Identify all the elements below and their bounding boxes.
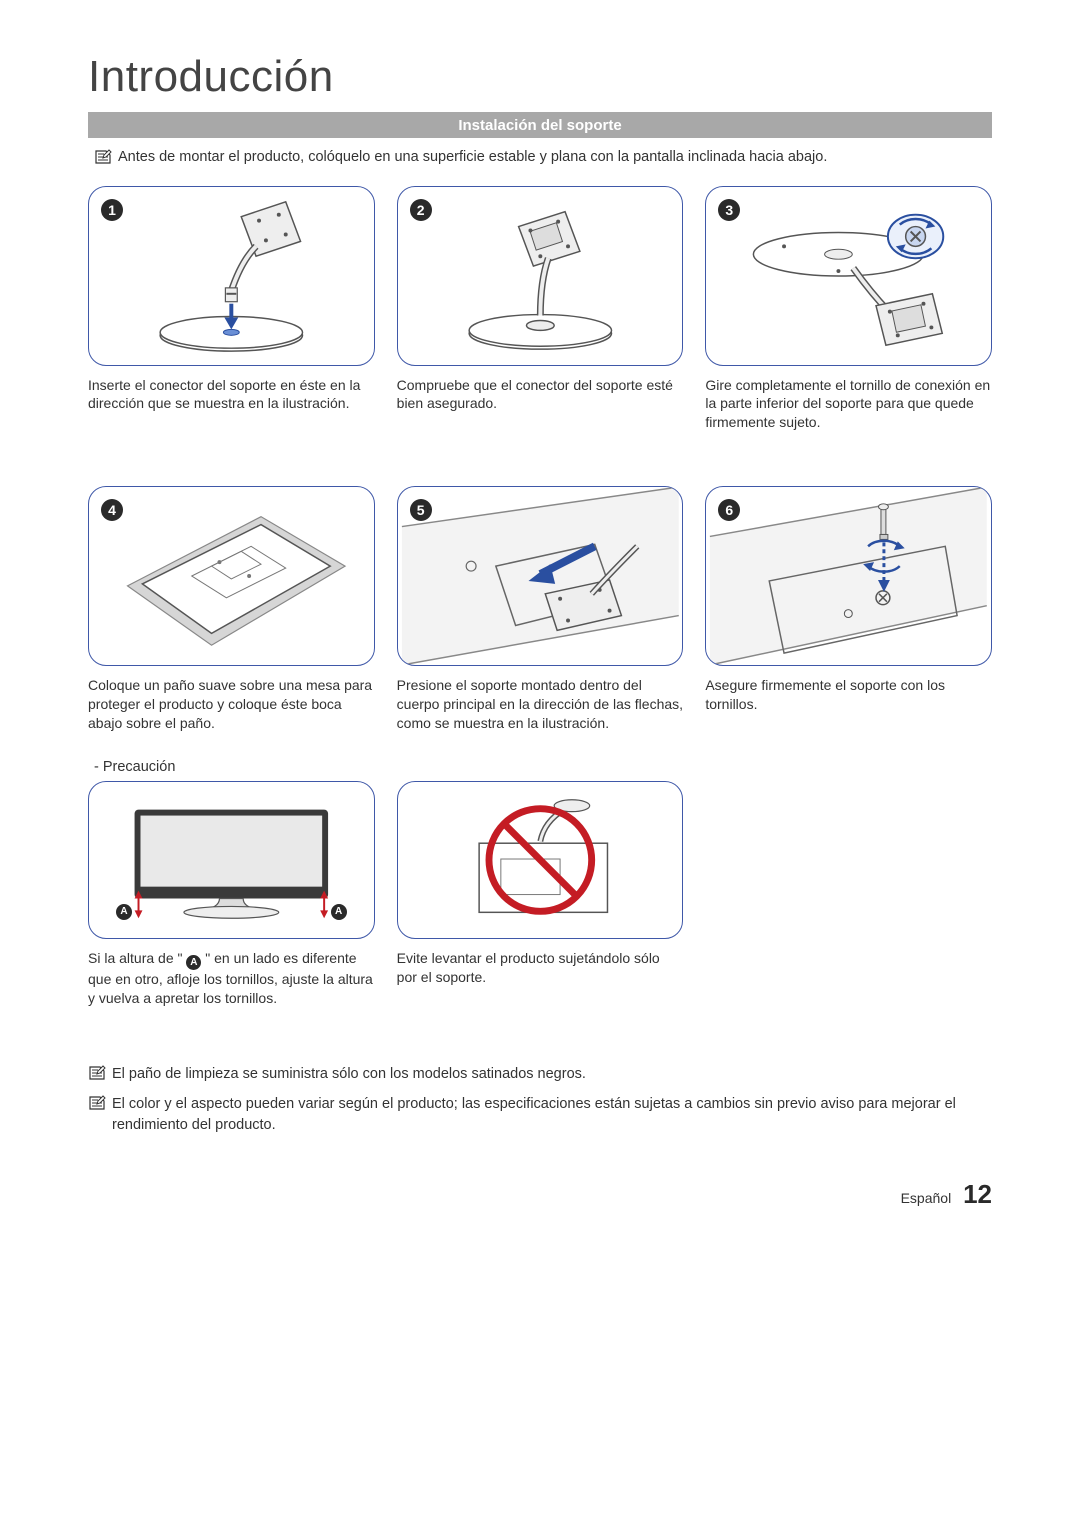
step-illustration: 6: [705, 486, 992, 666]
step-cell: 6 As: [705, 486, 992, 733]
caution-cell: Evite levantar el producto sujetándolo s…: [397, 781, 684, 1008]
caution-caption: Evite levantar el producto sujetándolo s…: [397, 949, 684, 987]
note-icon: [94, 149, 112, 165]
step-illustration: 5: [397, 486, 684, 666]
step-cell: 4 Coloque un paño suave sobre una mesa p…: [88, 486, 375, 733]
footer-note-text: El color y el aspecto pueden variar segú…: [112, 1094, 992, 1135]
caution-illustration: [397, 781, 684, 939]
step-illustration: 3: [705, 186, 992, 366]
step-cell: 5 Presione el soporte montado dentro del…: [397, 486, 684, 733]
caution-grid: A A Si la altura de " A " en un lado es …: [88, 781, 992, 1008]
caution-label: - Precaución: [94, 759, 992, 775]
step-cell: 1 Inserte el conector del soporte en: [88, 186, 375, 433]
section-heading-bar: Instalación del soporte: [88, 112, 992, 138]
manual-page: Introducción Instalación del soporte Ant…: [0, 0, 1080, 1270]
footer-note: El color y el aspecto pueden variar segú…: [88, 1094, 992, 1135]
page-title: Introducción: [88, 52, 992, 108]
steps-grid: 1 Inserte el conector del soporte en: [88, 186, 992, 433]
step-number-badge: 3: [718, 199, 740, 221]
step-caption: Gire completamente el tornillo de conexi…: [705, 376, 992, 433]
step-caption: Asegure firmemente el soporte con los to…: [705, 676, 992, 714]
step-number-badge: 5: [410, 499, 432, 521]
step-caption: Coloque un paño suave sobre una mesa par…: [88, 676, 375, 733]
caution-cell: A A Si la altura de " A " en un lado es …: [88, 781, 375, 1008]
caution-illustration: A A: [88, 781, 375, 939]
intro-note: Antes de montar el producto, colóquelo e…: [94, 148, 992, 168]
label-a-badge: A: [331, 904, 347, 920]
step-cell: 3: [705, 186, 992, 433]
step-cell: 2 Compruebe que el conector del soporte …: [397, 186, 684, 433]
section-heading: Instalación del soporte: [458, 117, 621, 134]
step-illustration: 4: [88, 486, 375, 666]
page-footer: Español 12: [88, 1179, 992, 1210]
footer-note-text: El paño de limpieza se suministra sólo c…: [112, 1064, 586, 1084]
step-caption: Presione el soporte montado dentro del c…: [397, 676, 684, 733]
note-icon: [88, 1095, 106, 1111]
inline-a-badge: A: [186, 955, 201, 970]
step-illustration: 1: [88, 186, 375, 366]
steps-grid-2: 4 Coloque un paño suave sobre una mesa p…: [88, 486, 992, 733]
footer-notes: El paño de limpieza se suministra sólo c…: [88, 1064, 992, 1135]
footer-note: El paño de limpieza se suministra sólo c…: [88, 1064, 992, 1084]
footer-language: Español: [901, 1190, 952, 1206]
label-a-badge: A: [116, 904, 132, 920]
step-number-badge: 1: [101, 199, 123, 221]
step-number-badge: 2: [410, 199, 432, 221]
step-illustration: 2: [397, 186, 684, 366]
page-number: 12: [963, 1179, 992, 1209]
note-icon: [88, 1065, 106, 1081]
step-caption: Compruebe que el conector del soporte es…: [397, 376, 684, 414]
intro-note-text: Antes de montar el producto, colóquelo e…: [118, 148, 827, 168]
caution-caption: Si la altura de " A " en un lado es dife…: [88, 949, 375, 1008]
step-caption: Inserte el conector del soporte en éste …: [88, 376, 375, 414]
